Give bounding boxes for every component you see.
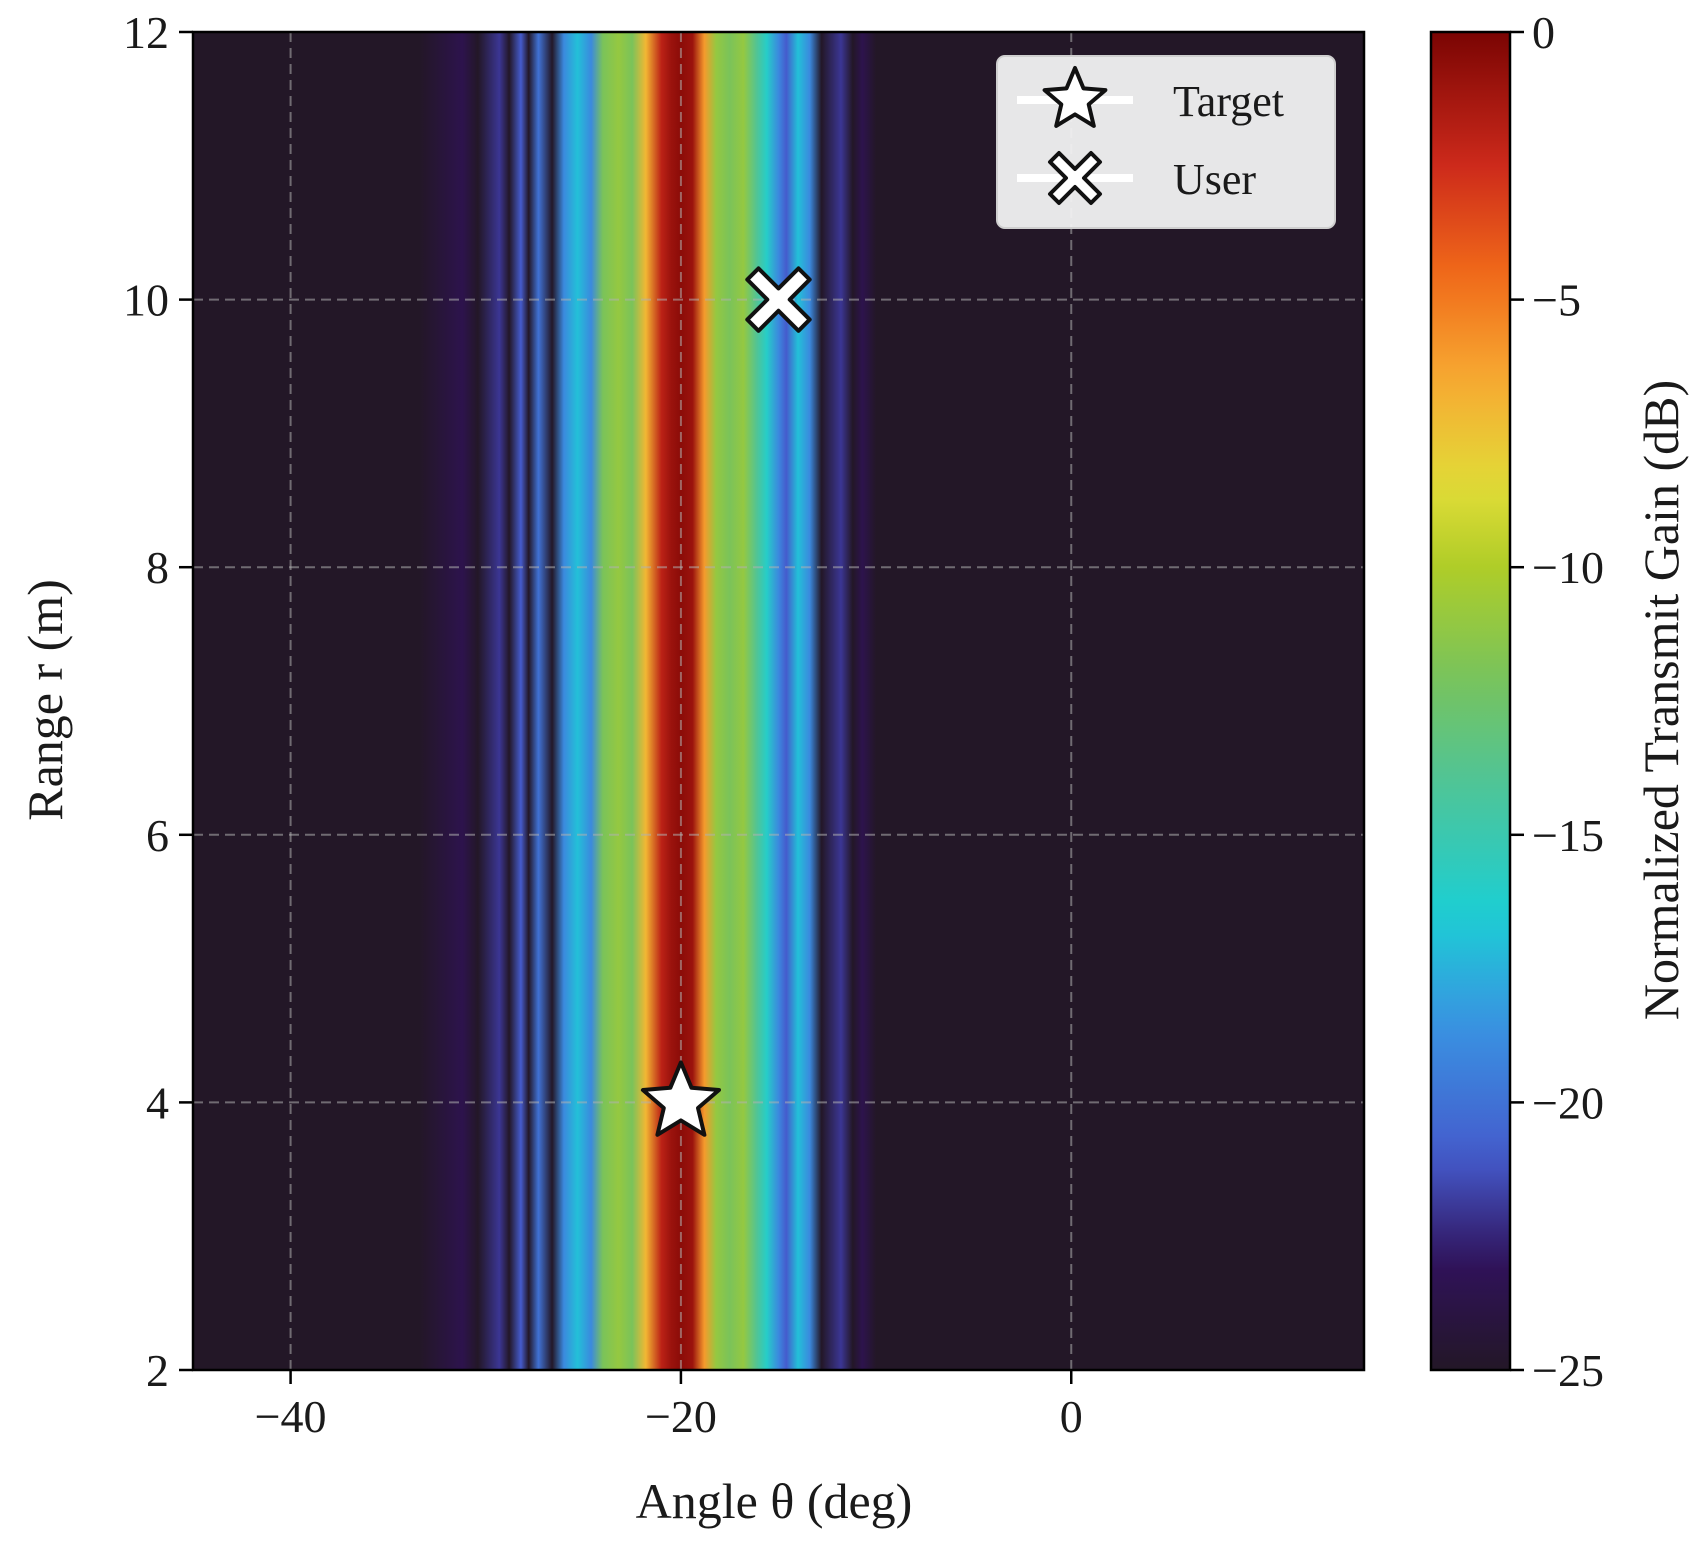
y-tick-label: 2 — [146, 1345, 169, 1396]
target-marker — [640, 1060, 721, 1137]
colorbar: 0 −5 −10 −15 −20 −25 — [1429, 7, 1604, 1396]
heatmap-beam — [419, 32, 877, 1370]
plot-area — [191, 30, 1366, 1372]
y-axis-label: Range r (m) — [17, 579, 73, 821]
x-axis-label: Angle θ (deg) — [636, 1473, 913, 1529]
legend-user-marker — [1048, 151, 1102, 205]
colorbar-label: Normalized Transmit Gain (dB) — [1633, 380, 1689, 1020]
colorbar-tick-label: −20 — [1532, 1077, 1604, 1128]
y-tick-label: 8 — [146, 542, 169, 593]
y-tick-label: 10 — [123, 275, 169, 326]
colorbar-tick-label: −5 — [1532, 275, 1581, 326]
legend-target-marker — [1042, 66, 1108, 128]
x-tick-label: 0 — [1060, 1391, 1083, 1442]
y-tick-label: 6 — [146, 810, 169, 861]
legend-label-target: Target — [1173, 77, 1284, 126]
x-tick-label: −40 — [255, 1391, 327, 1442]
x-axis: −40 −20 0 — [255, 1370, 1083, 1442]
user-marker — [745, 266, 812, 333]
markers — [640, 266, 812, 1137]
colorbar-tick-label: −15 — [1532, 810, 1604, 861]
colorbar-tick-label: −10 — [1532, 542, 1604, 593]
x-tick-label: −20 — [645, 1391, 717, 1442]
colorbar-scale — [1429, 30, 1512, 1372]
y-tick-label: 4 — [146, 1077, 169, 1128]
legend-box — [996, 55, 1336, 229]
legend-label-user: User — [1173, 155, 1256, 204]
legend: Target User — [996, 55, 1336, 229]
plot-frame — [191, 30, 1366, 1372]
y-axis: 2 4 6 8 10 12 — [123, 7, 193, 1396]
colorbar-tick-label: 0 — [1532, 7, 1555, 58]
colorbar-tick-label: −25 — [1532, 1345, 1604, 1396]
y-tick-label: 12 — [123, 7, 169, 58]
